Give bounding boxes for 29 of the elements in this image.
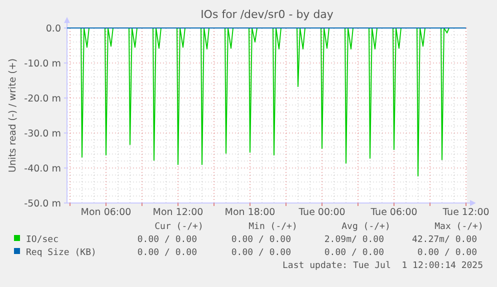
x-tick-label: Mon 06:00 — [80, 207, 132, 218]
text: Min (-/+) — [248, 222, 298, 232]
text: 0.00 / 0.00 — [324, 248, 384, 258]
x-tick-label: Tue 12:00 — [442, 207, 490, 218]
text: 0.00 / 0.00 — [417, 248, 477, 258]
text: 0.00 / 0.00 — [137, 248, 197, 258]
text: 0.00 / 0.00 — [231, 248, 291, 258]
y-tick-label: -50.0 m — [24, 198, 61, 210]
legend-label: Req Size (KB) — [26, 248, 96, 258]
text: 42.27m/ 0.00 — [412, 235, 477, 245]
text: 2.09m/ 0.00 — [324, 235, 384, 245]
text: Cur (-/+) — [154, 222, 204, 232]
x-tick-label: Mon 18:00 — [224, 207, 276, 218]
y-tick-label: -10.0 m — [24, 58, 61, 70]
x-tick-label: Tue 06:00 — [370, 207, 418, 218]
text: Max (-/+) — [434, 222, 484, 232]
y-tick-label: -20.0 m — [24, 93, 61, 104]
y-tick-label: 0.0 — [46, 23, 61, 34]
chart-title: IOs for /dev/sr0 - by day — [200, 8, 334, 21]
text: Avg (-/+) — [342, 222, 390, 232]
y-tick-label: -40.0 m — [24, 163, 61, 174]
x-tick-label: Tue 00:00 — [298, 207, 346, 218]
x-tick-label: Mon 12:00 — [152, 207, 204, 218]
legend-label: IO/sec — [26, 235, 59, 245]
y-tick-label: -30.0 m — [24, 128, 61, 140]
text: 0.00 / 0.00 — [137, 235, 197, 245]
y-axis-title: Units read (-) / write (+) — [7, 58, 18, 173]
text: Last update: Tue Jul 1 12:00:14 2025 — [282, 261, 483, 271]
text: 0.00 / 0.00 — [231, 235, 291, 245]
